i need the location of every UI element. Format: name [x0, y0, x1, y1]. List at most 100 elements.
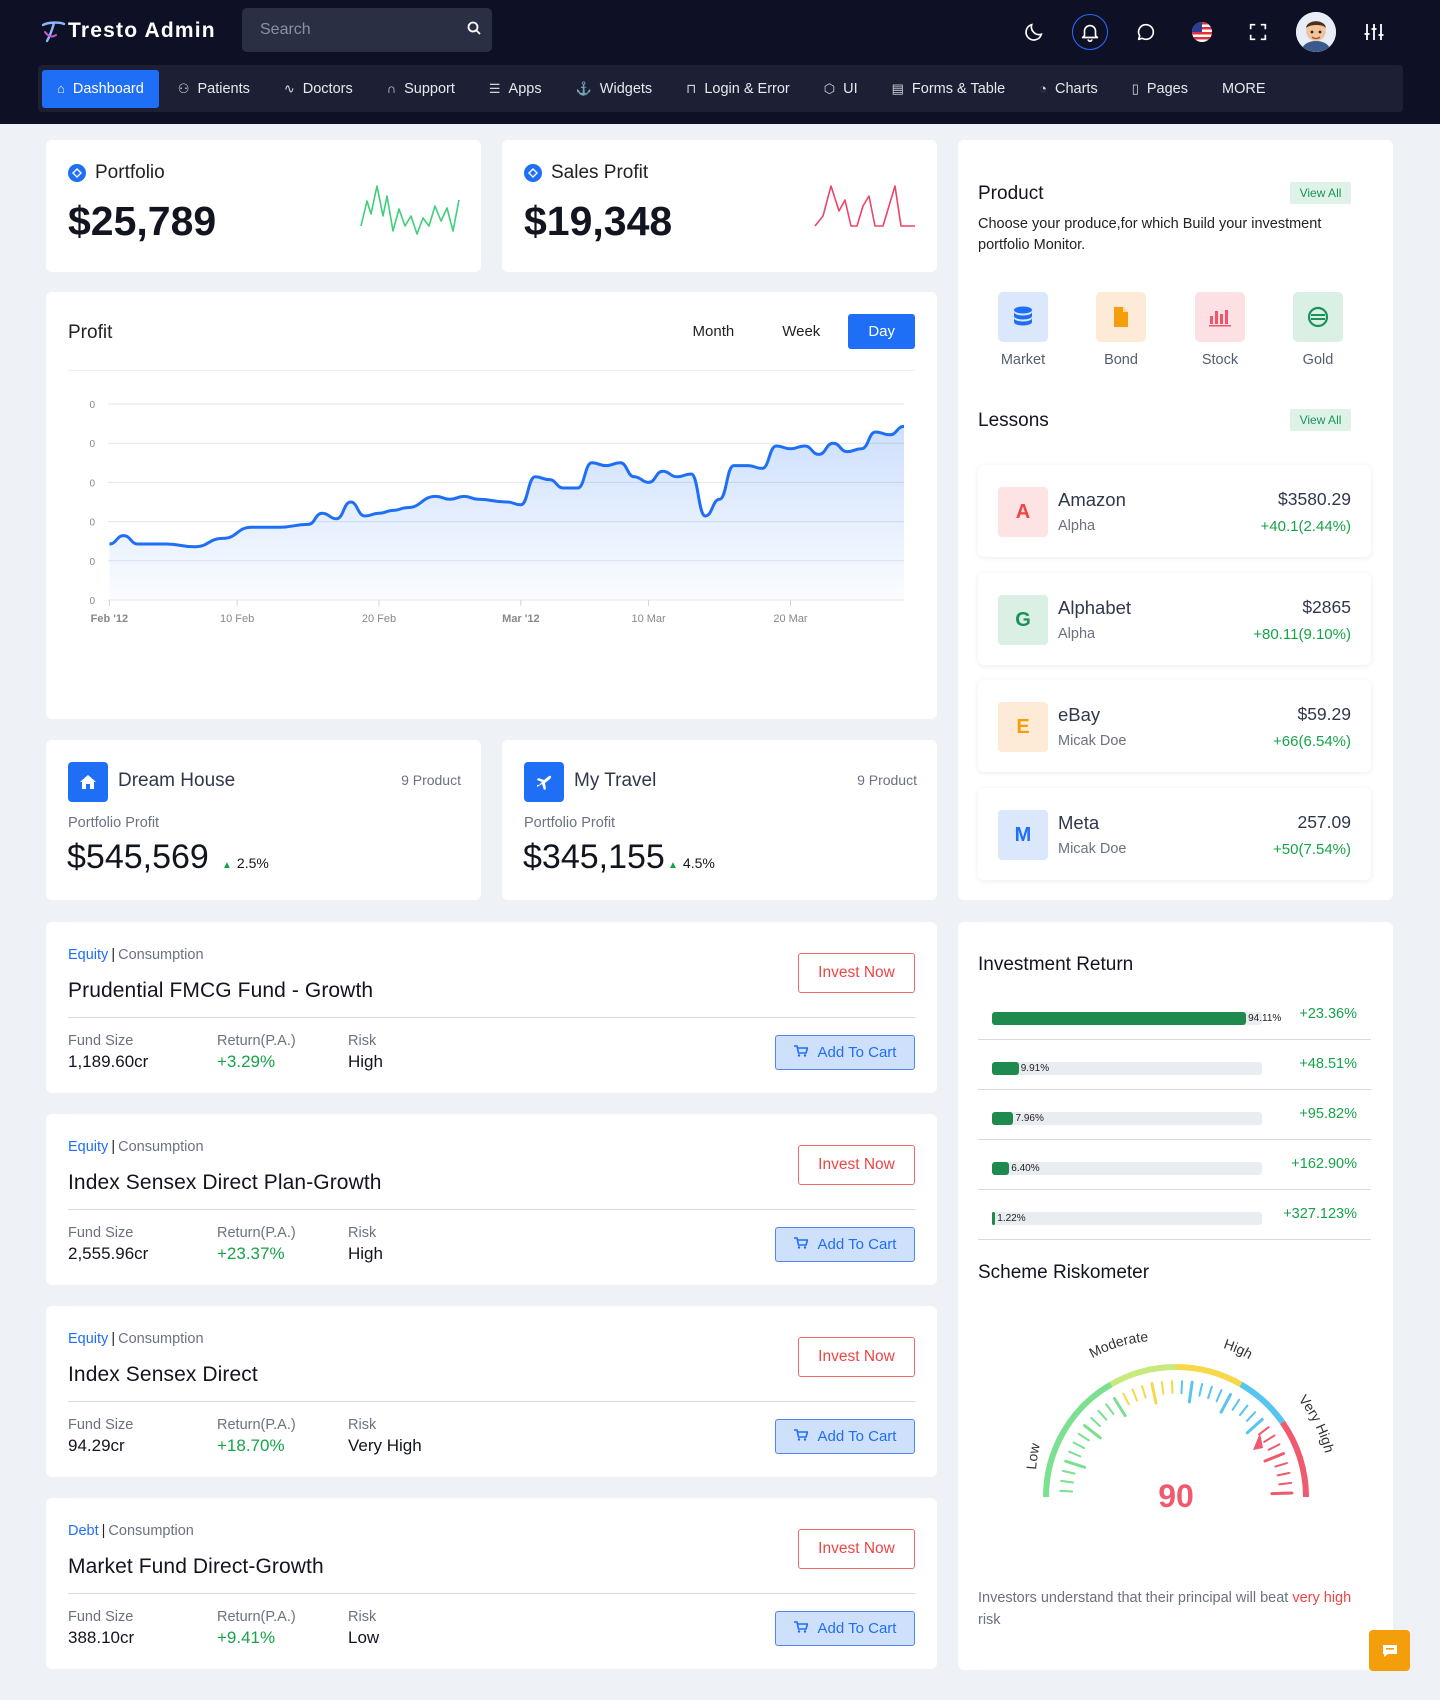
product-label: Stock — [1201, 352, 1239, 368]
product-stock[interactable]: Stock — [1190, 292, 1250, 368]
nav-support[interactable]: ∩ Support — [372, 70, 470, 108]
product-gold[interactable]: Gold — [1288, 292, 1348, 368]
tab-week[interactable]: Week — [782, 323, 821, 340]
fund-category[interactable]: Equity — [68, 1139, 109, 1155]
nav-pages[interactable]: ▯ Pages — [1117, 70, 1203, 108]
dream-house-title: Dream House — [118, 770, 236, 791]
fund-subcategory: Consumption — [118, 947, 204, 963]
lesson-item[interactable]: M Meta Micak Doe 257.09 +50(7.54%) — [978, 788, 1371, 880]
lesson-item[interactable]: A Amazon Alpha $3580.29 +40.1(2.44%) — [978, 465, 1371, 557]
nav-more[interactable]: MORE — [1207, 70, 1281, 108]
gauge-tick — [1122, 1392, 1130, 1406]
fund-category[interactable]: Equity — [68, 947, 109, 963]
add-to-cart-button[interactable]: Add To Cart — [775, 1611, 915, 1646]
fund-category[interactable]: Equity — [68, 1331, 109, 1347]
x-tick-label: Mar '12 — [502, 613, 539, 625]
lessons-view-all-button[interactable]: View All — [1290, 409, 1351, 431]
bell-icon[interactable] — [1072, 14, 1108, 50]
x-tick-label: 20 Mar — [773, 613, 808, 625]
nav-label: Pages — [1146, 80, 1188, 97]
return-bar-track: 9.91% — [992, 1062, 1262, 1075]
app-logo[interactable]: Tresto Admin — [40, 16, 216, 46]
lesson-change: +80.11(9.10%) — [1253, 626, 1351, 643]
fund-category[interactable]: Debt — [68, 1523, 99, 1539]
lesson-item[interactable]: E eBay Micak Doe $59.29 +66(6.54%) — [978, 680, 1371, 772]
my-travel-title: My Travel — [574, 770, 657, 791]
fund-divider — [68, 1593, 915, 1594]
investment-return-card: Investment Return 94.11% +23.36% 9.91% +… — [958, 922, 1393, 1670]
bar-chart-icon — [1195, 292, 1245, 342]
invest-now-button[interactable]: Invest Now — [798, 1529, 915, 1569]
table-icon: ▤ — [891, 80, 904, 96]
nav-login-error[interactable]: ⊓ Login & Error — [671, 70, 805, 108]
lesson-sub: Alpha — [1058, 518, 1096, 534]
search-icon[interactable] — [467, 21, 481, 39]
nav-patients[interactable]: ⚇ Patients — [163, 70, 265, 108]
fund-size: Fund Size 94.29cr — [68, 1417, 133, 1456]
tag-separator: | — [111, 1139, 116, 1155]
return-value: +95.82% — [1299, 1106, 1357, 1122]
lesson-item[interactable]: G Alphabet Alpha $2865 +80.11(9.10%) — [978, 573, 1371, 665]
gauge-arc-segment — [1280, 1420, 1309, 1498]
nav-charts[interactable]: ◔ Charts — [1024, 70, 1113, 108]
chat-icon[interactable] — [1128, 14, 1164, 50]
moon-icon[interactable] — [1016, 14, 1052, 50]
gauge-label-low: Low — [1023, 1441, 1043, 1470]
fullscreen-icon[interactable] — [1240, 14, 1276, 50]
fund-tags: Debt | Consumption — [68, 1523, 194, 1539]
nav-widgets[interactable]: ⚓ Widgets — [561, 70, 668, 108]
fund-divider — [68, 1017, 915, 1018]
tab-day[interactable]: Day — [848, 314, 915, 349]
nav-apps[interactable]: ☰ Apps — [474, 70, 557, 108]
product-market[interactable]: Market — [993, 292, 1053, 368]
nav-doctors[interactable]: ∿ Doctors — [269, 70, 368, 108]
sliders-icon[interactable] — [1356, 14, 1392, 50]
fund-return-value: +9.41% — [217, 1628, 276, 1647]
plane-icon — [524, 762, 564, 802]
add-to-cart-button[interactable]: Add To Cart — [775, 1035, 915, 1070]
fund-tags: Equity | Consumption — [68, 947, 204, 963]
tag-separator: | — [111, 947, 116, 963]
my-travel-change: ▲ 4.5% — [668, 855, 715, 871]
fund-card: Equity | Consumption Index Sensex Direct P… — [46, 1114, 937, 1285]
fund-risk-label: Risk — [348, 1225, 377, 1241]
return-bar-fill — [992, 1062, 1019, 1075]
activity-icon: ∿ — [283, 80, 295, 96]
return-bar-percent: 1.22% — [997, 1213, 1026, 1224]
tab-month[interactable]: Month — [692, 323, 735, 340]
lesson-avatar: M — [998, 810, 1048, 860]
us-flag-icon[interactable] — [1184, 14, 1220, 50]
tag-separator: | — [111, 1331, 116, 1347]
fund-return-value: +23.37% — [217, 1244, 285, 1263]
gauge-tick — [1113, 1397, 1127, 1418]
fund-size-label: Fund Size — [68, 1417, 134, 1433]
risk-note-suffix: risk — [978, 1611, 1001, 1628]
add-to-cart-button[interactable]: Add To Cart — [775, 1419, 915, 1454]
invest-now-button[interactable]: Invest Now — [798, 1337, 915, 1377]
sales-profit-card: Sales Profit $19,348 — [502, 140, 937, 272]
invest-now-button[interactable]: Invest Now — [798, 1145, 915, 1185]
cart-icon — [793, 1044, 809, 1061]
product-view-all-button[interactable]: View All — [1290, 182, 1351, 204]
nav-label: MORE — [1222, 80, 1266, 97]
riskometer-gauge: Low Moderate High Very High 90 — [1023, 1328, 1338, 1514]
gauge-arc-segment — [1239, 1381, 1285, 1425]
return-bar-percent: 9.91% — [1020, 1063, 1050, 1074]
return-row: 7.96% +95.82% — [978, 1090, 1371, 1140]
search-input[interactable] — [260, 21, 467, 39]
nav-ui[interactable]: ⬡ UI — [809, 70, 873, 108]
fund-size-value: 2,555.96cr — [68, 1244, 149, 1263]
fund-divider — [68, 1209, 915, 1210]
return-bar-track: 6.40% — [992, 1162, 1262, 1175]
chat-fab-button[interactable] — [1369, 1630, 1410, 1671]
avatar[interactable] — [1296, 12, 1336, 52]
portfolio-icon — [68, 164, 86, 182]
invest-now-button[interactable]: Invest Now — [798, 953, 915, 993]
product-bond[interactable]: Bond — [1091, 292, 1151, 368]
nav-forms-table[interactable]: ▤ Forms & Table — [877, 70, 1021, 108]
nav-dashboard[interactable]: ⌂ Dashboard — [42, 69, 159, 108]
product-label: Gold — [1302, 352, 1334, 368]
risk-note-highlight: very high — [1292, 1590, 1352, 1606]
add-to-cart-button[interactable]: Add To Cart — [775, 1227, 915, 1262]
fund-divider — [68, 1401, 915, 1402]
